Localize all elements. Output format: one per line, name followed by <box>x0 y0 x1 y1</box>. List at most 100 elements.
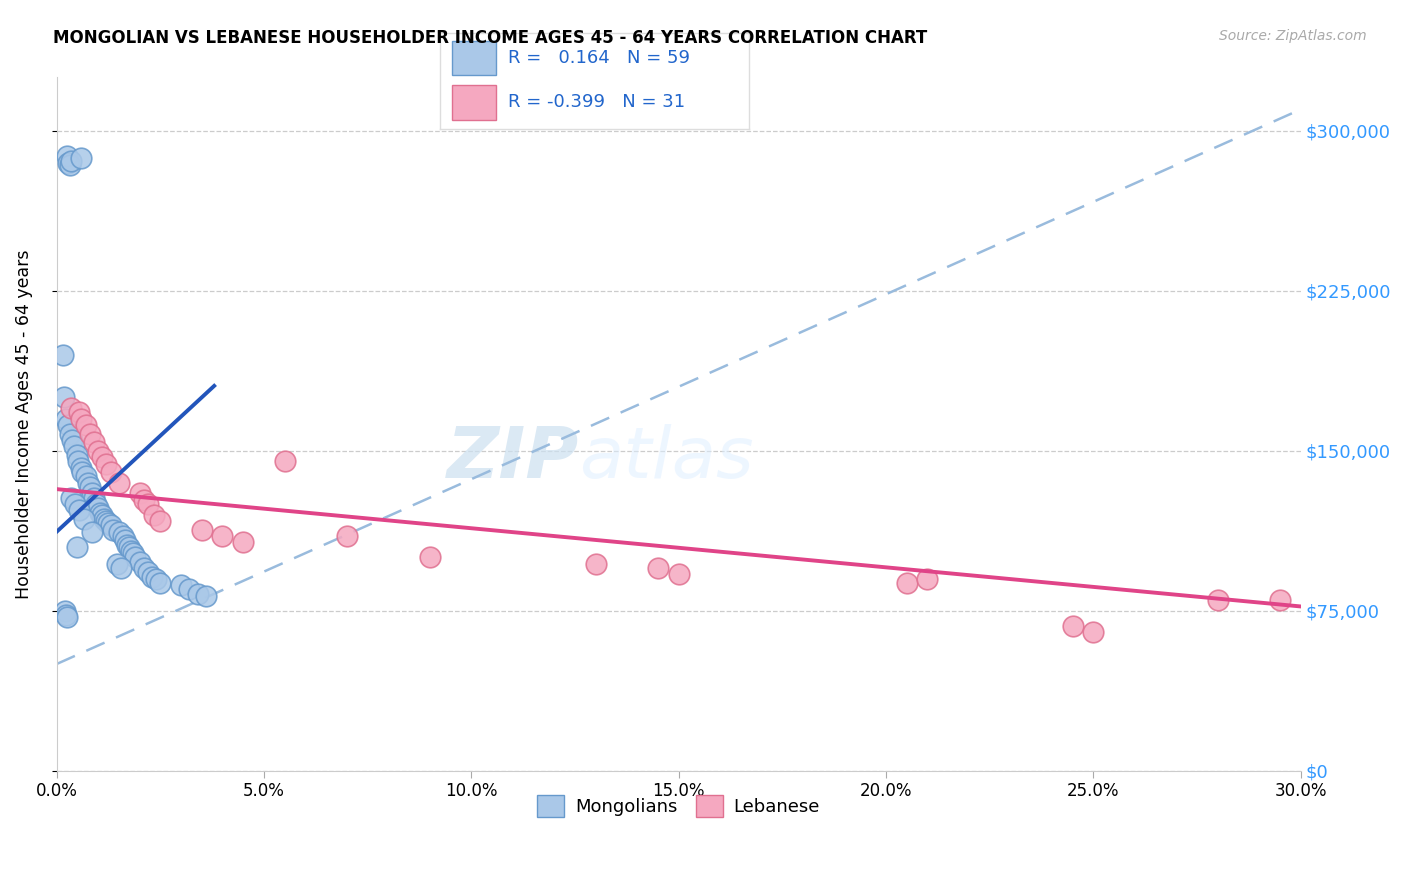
Point <box>917 572 939 586</box>
Point <box>132 492 155 507</box>
Point <box>96 457 118 471</box>
Point <box>141 569 163 583</box>
Text: R =   0.164   N = 59: R = 0.164 N = 59 <box>508 49 690 67</box>
Point <box>67 454 90 468</box>
Point <box>60 153 83 168</box>
Point <box>83 435 105 450</box>
Point <box>108 524 131 539</box>
Point <box>96 514 118 528</box>
Point <box>145 572 167 586</box>
Point <box>56 610 79 624</box>
Point <box>118 540 141 554</box>
Bar <box>453 85 496 120</box>
Point <box>84 497 107 511</box>
Point <box>91 508 114 522</box>
Point <box>194 589 217 603</box>
Point <box>114 533 136 548</box>
Point <box>80 524 103 539</box>
Point <box>93 512 115 526</box>
Text: atlas: atlas <box>579 425 754 493</box>
Point <box>75 469 97 483</box>
Point <box>55 607 77 622</box>
Point <box>336 529 359 543</box>
Point <box>89 506 111 520</box>
Text: ZIP: ZIP <box>447 425 579 493</box>
Point <box>58 155 80 169</box>
Point <box>111 529 134 543</box>
Point <box>69 460 91 475</box>
Point <box>211 529 233 543</box>
Point <box>122 546 145 560</box>
Point <box>79 480 101 494</box>
Point <box>60 491 83 505</box>
Point <box>1062 618 1084 632</box>
Point <box>72 465 94 479</box>
Point <box>149 576 172 591</box>
Point <box>115 538 138 552</box>
Point <box>190 523 212 537</box>
Point <box>585 557 607 571</box>
Point <box>419 550 441 565</box>
Point <box>87 443 110 458</box>
Point <box>53 391 76 405</box>
Point <box>60 401 83 415</box>
Point <box>1206 593 1229 607</box>
Point <box>149 514 172 528</box>
Point <box>70 152 93 166</box>
Point <box>67 405 90 419</box>
Text: R = -0.399   N = 31: R = -0.399 N = 31 <box>508 94 685 112</box>
Point <box>187 587 209 601</box>
Point <box>83 491 105 505</box>
Point <box>59 426 82 441</box>
Point <box>67 503 90 517</box>
Point <box>273 454 295 468</box>
Point <box>80 486 103 500</box>
Point <box>66 540 89 554</box>
Point <box>132 561 155 575</box>
Point <box>105 557 128 571</box>
Point <box>179 582 201 597</box>
Point <box>65 497 87 511</box>
Point <box>647 561 669 575</box>
Point <box>87 501 110 516</box>
Point <box>101 523 124 537</box>
Y-axis label: Householder Income Ages 45 - 64 years: Householder Income Ages 45 - 64 years <box>15 250 32 599</box>
Point <box>668 567 690 582</box>
Point <box>1083 625 1105 640</box>
Point <box>100 465 122 479</box>
Point <box>70 411 93 425</box>
Point <box>124 550 146 565</box>
Point <box>97 516 120 531</box>
Point <box>76 475 98 490</box>
Point <box>136 566 159 580</box>
Point <box>63 440 86 454</box>
Legend: Mongolians, Lebanese: Mongolians, Lebanese <box>530 788 827 824</box>
Point <box>65 448 87 462</box>
Point <box>100 518 122 533</box>
Point <box>136 497 159 511</box>
Point <box>55 411 77 425</box>
Point <box>110 561 132 575</box>
Point <box>60 433 83 447</box>
Point <box>75 418 97 433</box>
Point <box>91 450 114 464</box>
Point <box>143 508 166 522</box>
Point <box>128 486 150 500</box>
Point <box>896 576 918 591</box>
Point <box>120 544 142 558</box>
Point <box>72 512 94 526</box>
Point <box>1268 593 1291 607</box>
Point <box>58 418 80 433</box>
Point <box>170 578 193 592</box>
Point <box>232 535 254 549</box>
Point <box>108 475 131 490</box>
Point <box>53 604 76 618</box>
Text: Source: ZipAtlas.com: Source: ZipAtlas.com <box>1219 29 1367 43</box>
Point <box>79 426 101 441</box>
Text: MONGOLIAN VS LEBANESE HOUSEHOLDER INCOME AGES 45 - 64 YEARS CORRELATION CHART: MONGOLIAN VS LEBANESE HOUSEHOLDER INCOME… <box>53 29 928 46</box>
Point <box>56 149 79 163</box>
Point <box>59 158 82 172</box>
Point <box>128 555 150 569</box>
Bar <box>453 41 496 76</box>
Point <box>52 348 75 362</box>
